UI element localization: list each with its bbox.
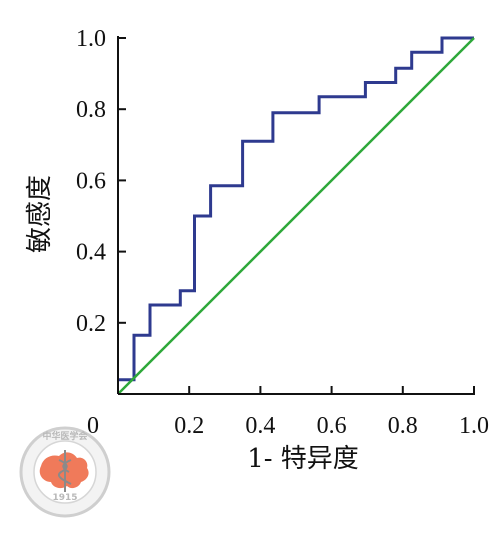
roc-curve-line: [118, 36, 474, 382]
y-axis-title: 敏感度: [25, 175, 55, 253]
origin-label: 0: [87, 413, 99, 439]
seal-chinese-text: 中华医学会: [42, 430, 88, 442]
y-tick-label: 0.8: [76, 97, 106, 123]
x-tick-label: 1.0: [459, 413, 489, 439]
reference-diagonal-line: [117, 37, 475, 395]
y-tick-label: 0.4: [76, 240, 106, 266]
y-tick-label: 1.0: [76, 26, 106, 52]
plot-area: [117, 36, 475, 395]
x-tick-labels: 0.2 0.4 0.6 0.8 1.0: [174, 413, 489, 439]
x-tick-label: 0.6: [317, 413, 347, 439]
y-tick-labels: 0.2 0.4 0.6 0.8 1.0: [76, 26, 106, 337]
x-tick-label: 0.4: [245, 413, 275, 439]
association-seal: 中华医学会 1915: [19, 426, 111, 518]
y-tick-label: 0.2: [76, 311, 106, 337]
seal-year-text: 1915: [52, 493, 77, 503]
y-tick-label: 0.6: [76, 168, 106, 194]
caduceus-icon: [57, 450, 72, 492]
x-axis-title: 1- 特异度: [247, 444, 359, 474]
x-tick-label: 0.8: [388, 413, 418, 439]
axes: [117, 36, 475, 395]
x-tick-label: 0.2: [174, 413, 204, 439]
